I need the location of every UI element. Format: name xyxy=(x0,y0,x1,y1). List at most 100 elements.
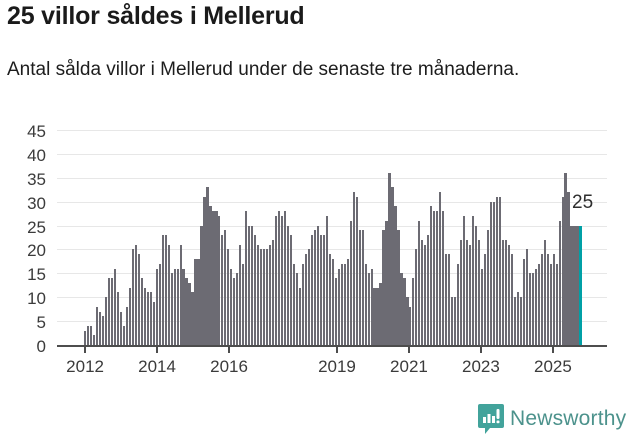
bar xyxy=(92,335,96,345)
bar xyxy=(283,211,287,345)
bar xyxy=(573,225,576,345)
bar xyxy=(460,239,463,345)
y-tick-label-10: 10 xyxy=(27,289,46,309)
bar xyxy=(200,225,203,345)
bar xyxy=(531,273,534,345)
bar xyxy=(275,216,278,345)
bar xyxy=(337,268,340,345)
bar xyxy=(170,273,173,345)
newsworthy-bubble-icon xyxy=(478,404,504,434)
bar xyxy=(239,244,242,345)
bar xyxy=(289,235,293,345)
newsworthy-logo[interactable]: Newsworthy xyxy=(478,404,626,434)
x-tick-label-2021: 2021 xyxy=(390,357,428,376)
bar xyxy=(358,230,361,345)
bar xyxy=(233,278,236,345)
bar xyxy=(110,278,114,345)
bar xyxy=(379,282,382,345)
bar xyxy=(361,230,364,345)
bar xyxy=(254,235,257,345)
bar xyxy=(197,259,200,345)
bar xyxy=(176,268,179,345)
bar xyxy=(119,311,122,345)
bar xyxy=(206,187,209,345)
bar xyxy=(507,244,510,345)
x-tick-2016 xyxy=(228,347,231,353)
bar xyxy=(84,330,87,345)
x-tick-2021 xyxy=(407,347,410,353)
y-tick-label-25: 25 xyxy=(27,217,46,237)
bar xyxy=(98,311,102,345)
bar xyxy=(292,263,296,345)
bar xyxy=(534,268,537,345)
bar xyxy=(537,263,540,345)
bar xyxy=(272,239,275,345)
bar xyxy=(131,249,134,345)
bar xyxy=(203,196,206,345)
gridline-45 xyxy=(57,130,607,131)
bar xyxy=(155,268,158,345)
bar xyxy=(277,211,281,345)
bar xyxy=(367,273,370,345)
bar xyxy=(540,254,543,345)
y-tick-label-15: 15 xyxy=(27,265,46,285)
bar xyxy=(191,292,194,345)
x-tick-2025 xyxy=(551,347,554,353)
bar xyxy=(364,263,367,345)
bar xyxy=(370,268,373,345)
bar xyxy=(552,254,555,345)
bar xyxy=(128,287,131,345)
bar xyxy=(263,249,266,345)
bar xyxy=(310,235,313,345)
gridline-30 xyxy=(57,201,607,203)
bar xyxy=(391,187,394,345)
bar xyxy=(86,325,90,345)
bar xyxy=(498,196,502,345)
bar xyxy=(301,263,305,345)
bar xyxy=(376,287,379,345)
bar xyxy=(466,239,469,345)
bar xyxy=(242,263,245,345)
bar xyxy=(382,230,385,345)
bar xyxy=(188,282,191,345)
bar xyxy=(125,306,128,345)
bar xyxy=(280,216,284,345)
last-value-label: 25 xyxy=(572,192,594,213)
bar xyxy=(394,206,397,345)
bar xyxy=(525,249,528,345)
bar xyxy=(439,192,442,345)
x-tick-label-2012: 2012 xyxy=(66,357,104,376)
bar xyxy=(343,263,346,345)
x-axis-line xyxy=(57,345,607,347)
y-tick-label-20: 20 xyxy=(27,241,46,261)
bar xyxy=(95,306,99,345)
bar xyxy=(477,239,481,345)
bar xyxy=(322,235,325,345)
bar xyxy=(400,273,403,345)
bar xyxy=(445,254,448,345)
page-title: 25 villor såldes i Mellerud xyxy=(7,2,305,30)
bar xyxy=(415,249,418,345)
bar xyxy=(504,239,507,345)
bar xyxy=(510,254,513,345)
bar xyxy=(319,235,322,345)
bar xyxy=(137,254,140,345)
bar xyxy=(158,263,161,345)
bar xyxy=(257,244,260,345)
x-tick-2019 xyxy=(335,347,338,353)
bar xyxy=(546,254,549,345)
bar xyxy=(454,297,457,345)
bar xyxy=(451,297,454,345)
bar xyxy=(355,196,358,345)
bar xyxy=(412,278,415,345)
bar xyxy=(463,216,466,345)
bar xyxy=(406,297,409,345)
bar xyxy=(427,235,430,345)
bar xyxy=(561,196,564,345)
bar xyxy=(164,235,167,345)
bar xyxy=(564,173,567,345)
bar xyxy=(161,235,164,345)
bar xyxy=(209,206,212,345)
y-tick-label-0: 0 xyxy=(36,337,46,356)
bar xyxy=(325,216,328,345)
